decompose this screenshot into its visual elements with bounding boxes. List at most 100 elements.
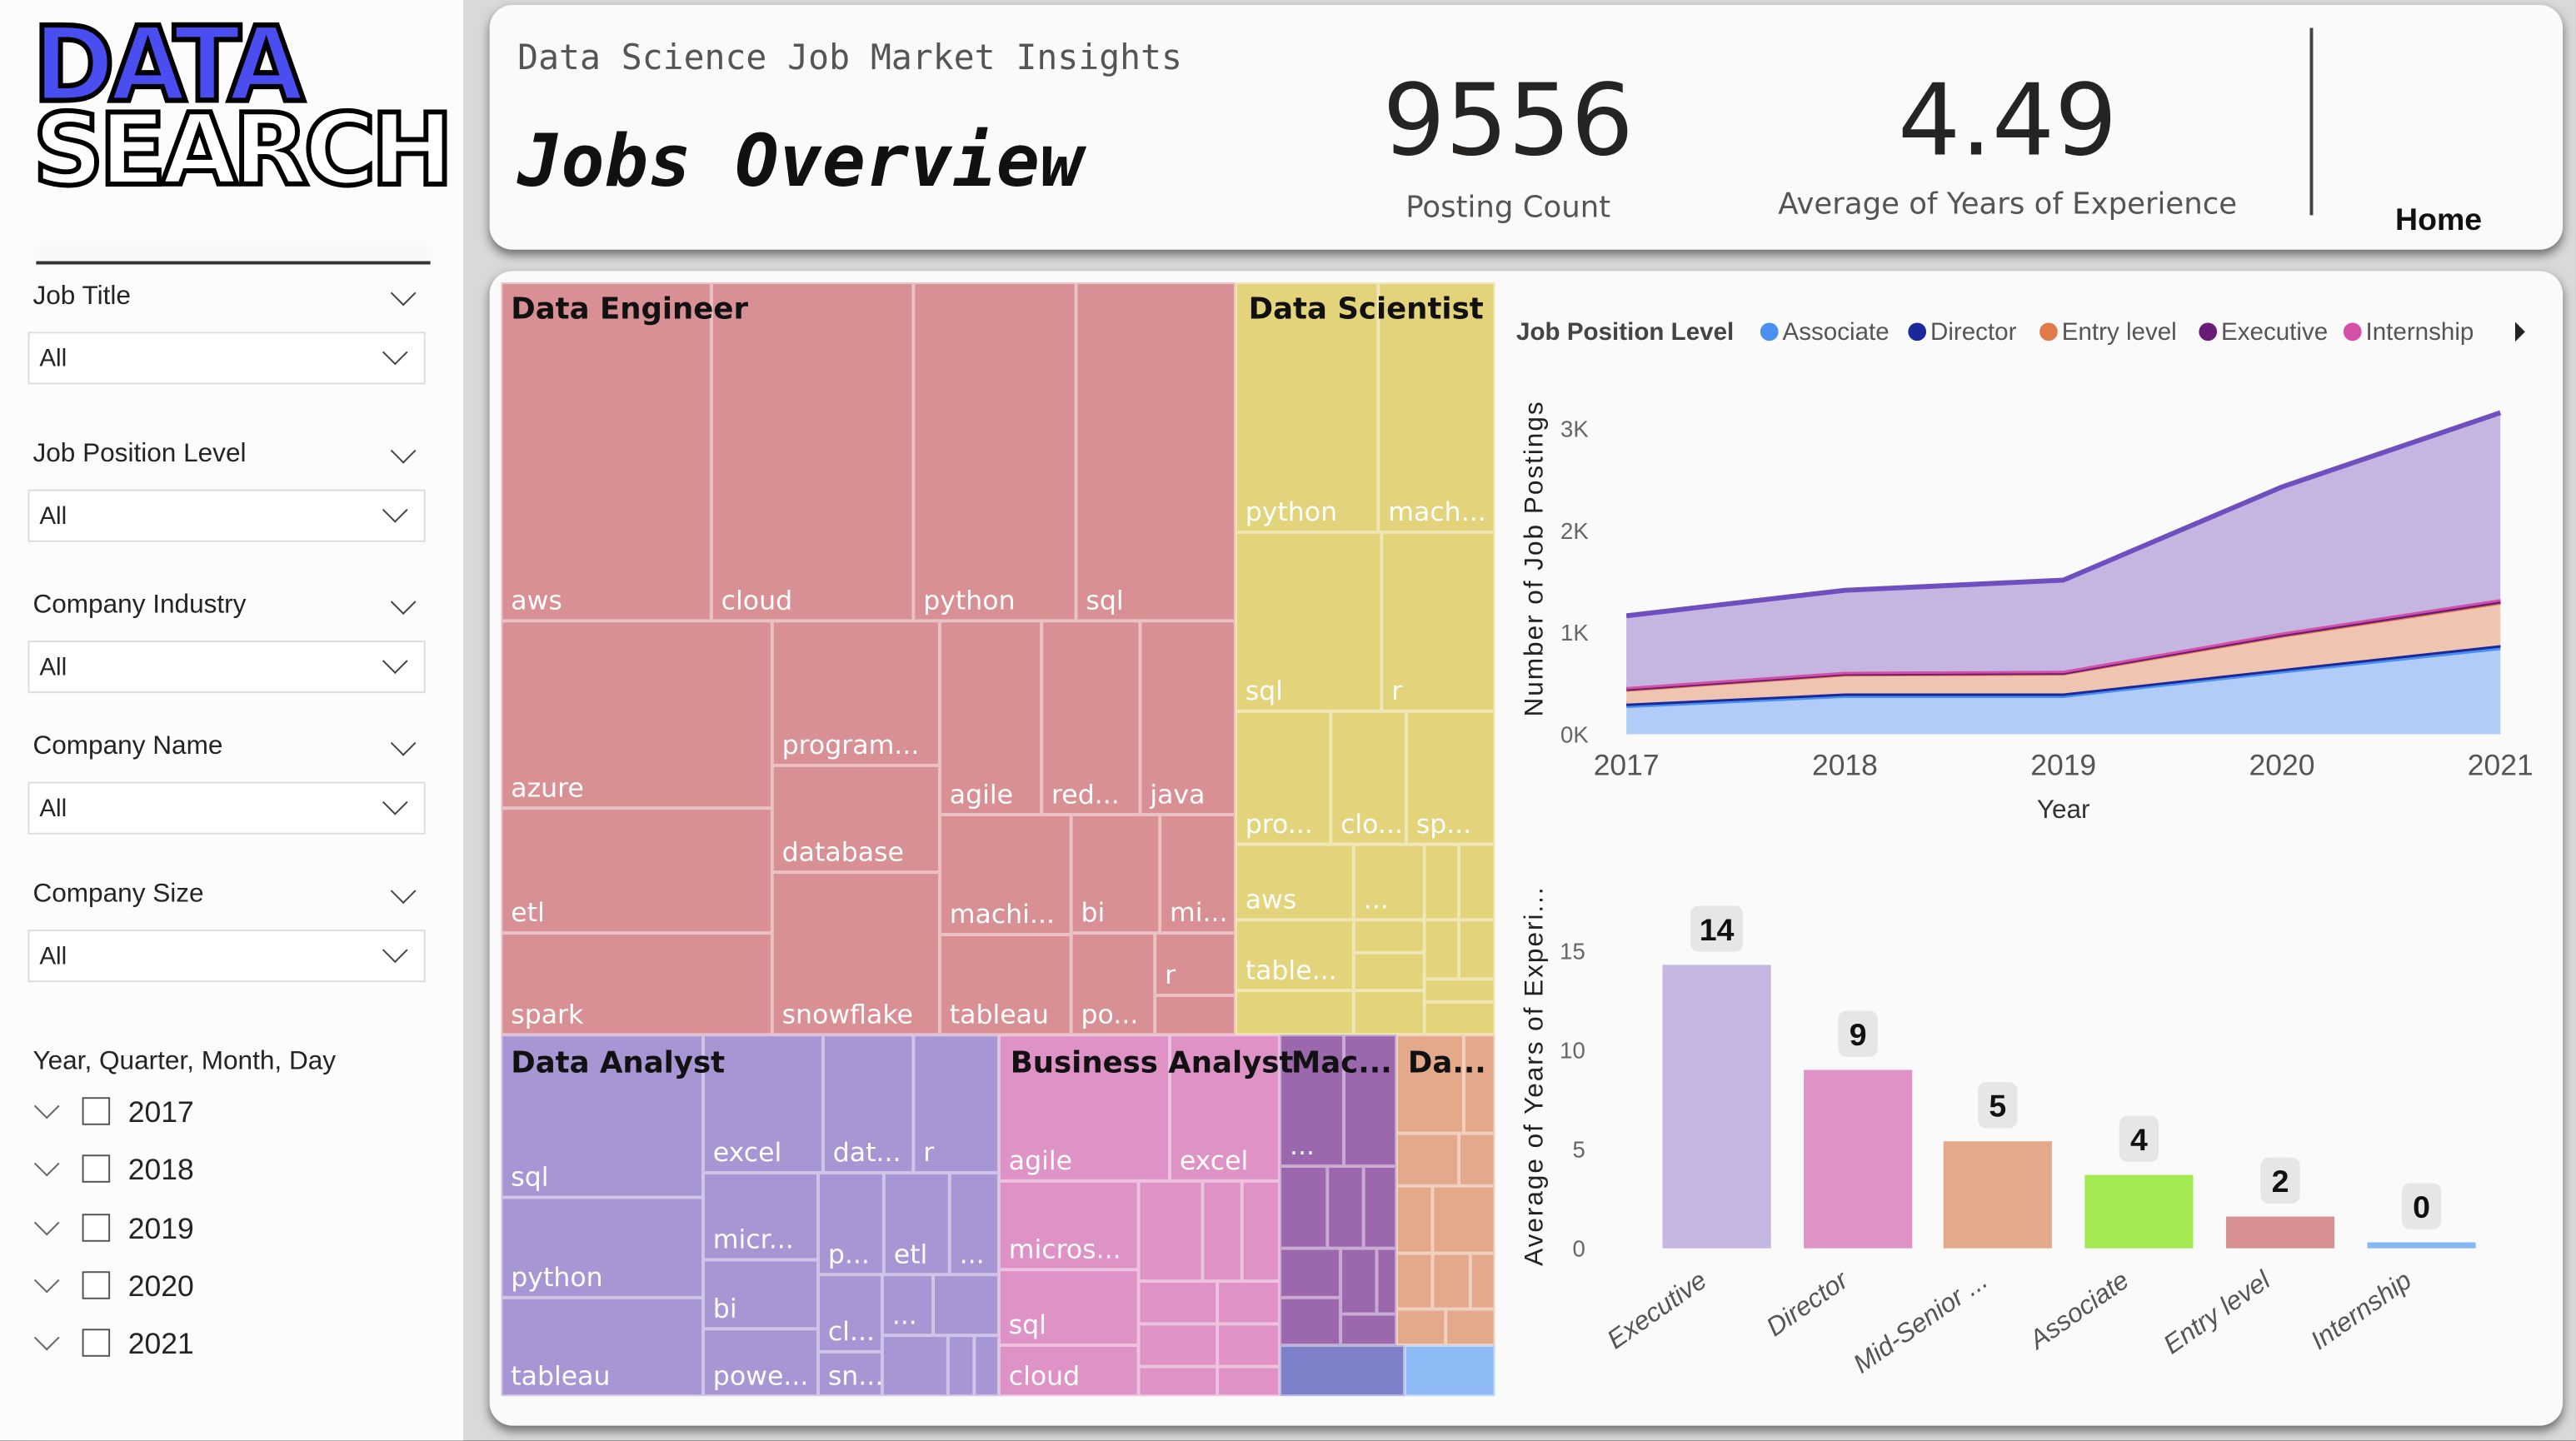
treemap-cell[interactable]: cloud — [711, 282, 914, 621]
treemap-cell[interactable]: python — [501, 1197, 703, 1298]
treemap-cell[interactable] — [1327, 1166, 1364, 1249]
treemap-cell[interactable] — [1138, 1180, 1203, 1282]
expand-chevron-icon[interactable] — [33, 1151, 60, 1178]
treemap-cell[interactable] — [1463, 1035, 1495, 1134]
collapse-chevron-icon[interactable] — [390, 280, 417, 307]
treemap-cell[interactable]: p... — [818, 1172, 884, 1275]
treemap-cell[interactable]: agile — [939, 621, 1042, 815]
treemap-cell[interactable]: bi — [1071, 815, 1161, 934]
treemap-cell[interactable]: python — [1235, 282, 1379, 532]
treemap-cell[interactable]: etl — [883, 1172, 950, 1275]
collapse-chevron-icon[interactable] — [390, 878, 417, 905]
collapse-chevron-icon[interactable] — [390, 589, 417, 616]
treemap-cell[interactable] — [1404, 1344, 1495, 1397]
treemap-cell[interactable] — [947, 1335, 975, 1397]
treemap-cell[interactable] — [1280, 1344, 1405, 1397]
treemap-cell[interactable]: micr... — [702, 1172, 819, 1260]
treemap-cell[interactable]: etl — [501, 808, 772, 934]
expand-chevron-icon[interactable] — [33, 1267, 60, 1294]
treemap-cell[interactable] — [1353, 990, 1425, 1035]
treemap-cell[interactable] — [1217, 1324, 1281, 1367]
treemap-cell[interactable]: r — [913, 1035, 999, 1173]
expand-chevron-icon[interactable] — [33, 1093, 60, 1119]
treemap-cell[interactable] — [1202, 1180, 1242, 1282]
treemap-cell[interactable] — [1396, 1253, 1433, 1309]
treemap-cell[interactable]: program... — [771, 621, 940, 765]
treemap-cell[interactable]: spark — [501, 933, 772, 1035]
treemap-cell[interactable] — [1138, 1281, 1218, 1324]
treemap-cell[interactable]: tableau — [939, 935, 1071, 1035]
treemap-cell[interactable]: tableau — [501, 1297, 703, 1397]
treemap-cell[interactable] — [1353, 952, 1425, 991]
treemap-cell[interactable] — [881, 1335, 948, 1397]
treemap-cell[interactable] — [1424, 920, 1460, 980]
treemap-cell[interactable]: machi... — [939, 815, 1071, 935]
treemap-cell[interactable]: python — [913, 282, 1076, 621]
treemap-cell[interactable]: micros... — [998, 1180, 1139, 1270]
treemap-cell[interactable] — [1459, 920, 1495, 980]
treemap-cell[interactable] — [1280, 1166, 1328, 1249]
treemap-cell[interactable]: cloud — [998, 1344, 1139, 1397]
treemap-cell[interactable]: cl... — [818, 1274, 882, 1352]
treemap-cell[interactable]: aws — [1235, 844, 1354, 920]
treemap-cell[interactable]: java — [1140, 621, 1236, 815]
treemap-cell[interactable] — [1280, 1248, 1341, 1298]
treemap-cell[interactable] — [1363, 1166, 1397, 1249]
treemap-cell[interactable] — [1138, 1324, 1218, 1367]
expand-chevron-icon[interactable] — [33, 1325, 60, 1351]
treemap-cell[interactable] — [1396, 1185, 1433, 1254]
treemap-cell[interactable]: snowflake — [771, 872, 940, 1035]
treemap-cell[interactable] — [1424, 979, 1495, 1002]
treemap-cell[interactable] — [1459, 1133, 1495, 1186]
checkbox[interactable] — [82, 1213, 111, 1241]
treemap-cell[interactable] — [933, 1274, 999, 1336]
treemap-cell[interactable]: sn... — [818, 1351, 882, 1397]
collapse-chevron-icon[interactable] — [390, 437, 417, 464]
treemap-cell[interactable]: po... — [1071, 933, 1156, 1035]
treemap-cell[interactable]: r — [1381, 531, 1495, 711]
treemap-cell[interactable] — [1235, 990, 1354, 1035]
treemap-cell[interactable]: azure — [501, 621, 772, 809]
collapse-chevron-icon[interactable] — [390, 730, 417, 756]
treemap-cell[interactable]: sql — [1076, 282, 1236, 621]
treemap-cell[interactable]: bi — [702, 1259, 819, 1329]
treemap-cell[interactable]: red... — [1041, 621, 1141, 815]
treemap-cell[interactable]: sql — [501, 1035, 703, 1198]
treemap-cell[interactable] — [1138, 1366, 1218, 1397]
treemap-cell[interactable] — [1217, 1366, 1281, 1397]
checkbox[interactable] — [82, 1271, 111, 1299]
treemap-cell[interactable]: mi... — [1160, 815, 1236, 934]
treemap-cell[interactable] — [974, 1335, 999, 1397]
treemap-cell[interactable]: ... — [949, 1172, 999, 1275]
treemap-cell[interactable] — [1280, 1297, 1341, 1345]
treemap-cell[interactable] — [1344, 1035, 1397, 1167]
treemap-cell[interactable]: table... — [1235, 920, 1354, 991]
filter-dropdown[interactable]: All — [27, 930, 426, 983]
filter-dropdown[interactable]: All — [27, 489, 426, 542]
treemap-cell[interactable]: agile — [998, 1035, 1170, 1181]
treemap-cell[interactable]: dat... — [822, 1035, 914, 1173]
treemap-cell[interactable]: database — [771, 765, 940, 873]
checkbox[interactable] — [82, 1154, 111, 1184]
treemap-cell[interactable]: r — [1155, 933, 1236, 995]
treemap-cell[interactable] — [1445, 1309, 1495, 1345]
treemap-cell[interactable] — [1376, 1248, 1397, 1314]
treemap-cell[interactable]: sp... — [1405, 711, 1495, 845]
filter-dropdown[interactable]: All — [27, 332, 426, 385]
treemap-cell[interactable]: excel — [702, 1035, 823, 1173]
treemap-cell[interactable] — [1396, 1309, 1446, 1345]
checkbox[interactable] — [82, 1097, 111, 1125]
treemap-cell[interactable]: ... — [1280, 1035, 1345, 1167]
checkbox[interactable] — [82, 1329, 111, 1358]
treemap-cell[interactable] — [1217, 1281, 1281, 1324]
treemap-cell[interactable] — [1340, 1248, 1377, 1314]
treemap-cell[interactable] — [1424, 844, 1460, 920]
treemap-cell[interactable]: ... — [881, 1274, 934, 1336]
treemap-cell[interactable] — [1459, 844, 1495, 920]
treemap-cell[interactable]: pro... — [1235, 711, 1331, 845]
treemap-cell[interactable] — [1432, 1253, 1470, 1309]
treemap-cell[interactable] — [1396, 1133, 1460, 1186]
treemap-cell[interactable]: sql — [1235, 531, 1382, 711]
treemap-cell[interactable] — [1396, 1035, 1464, 1134]
treemap-cell[interactable]: sql — [998, 1269, 1139, 1345]
